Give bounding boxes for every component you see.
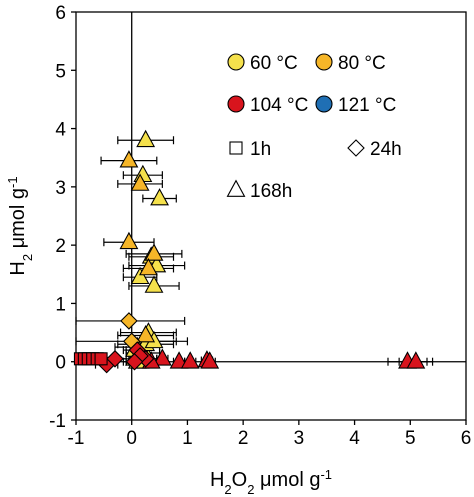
legend-label: 168h: [250, 181, 292, 202]
axis-titles: H2O2 μmol g-1H2 μmol g-1: [5, 176, 333, 496]
data-point-triangle: [180, 351, 200, 369]
data-point-triangle: [406, 351, 426, 369]
y-axis-title-part: -1: [5, 176, 20, 188]
x-axis-title: H2O2 μmol g-1: [210, 467, 332, 497]
x-tick-label: 3: [294, 428, 305, 449]
y-axis-title-part: 2: [20, 254, 35, 261]
legend-marker-circle: [315, 95, 333, 113]
x-axis-title-part: H: [210, 469, 224, 491]
data-point-triangle: [200, 351, 220, 369]
legend-marker-circle: [315, 53, 333, 71]
x-axis-title-part: 2: [247, 482, 254, 497]
legend-label: 1h: [250, 139, 271, 160]
x-tick-label: 4: [349, 428, 360, 449]
x-tick-label: -1: [68, 428, 85, 449]
x-tick-label: 6: [461, 428, 472, 449]
x-axis-title-part: 2: [224, 482, 231, 497]
data-point-square: [94, 352, 108, 366]
data-point-triangle: [139, 258, 158, 276]
y-tick-label: 0: [55, 353, 66, 374]
x-axis-title-part: -1: [320, 467, 332, 482]
data-point-triangle: [119, 231, 139, 250]
x-tick-label: 0: [126, 428, 137, 449]
x-tick-label: 5: [405, 428, 416, 449]
data-point-diamond: [120, 312, 138, 330]
data-point-triangle: [150, 188, 169, 206]
x-axis-title-part: μmol g: [254, 469, 320, 491]
x-tick-label: 2: [238, 428, 249, 449]
y-axis-title: H2 μmol g-1: [5, 176, 35, 275]
data-point-triangle: [144, 275, 164, 293]
axes: -1 0 1 2 3 4 5 6 -1 0 1 2 3 4 5 6: [49, 3, 471, 449]
data-point-triangle: [130, 266, 150, 285]
data-point-triangle: [136, 325, 156, 343]
data-point-triangle: [119, 150, 139, 168]
y-tick-label: 2: [55, 236, 66, 257]
legend-marker-circle: [227, 53, 245, 71]
legend-label: 121 °C: [338, 95, 396, 116]
x-axis-title-part: O: [232, 469, 248, 491]
y-tick-label: 5: [55, 61, 66, 82]
legend-marker-diamond: [347, 139, 365, 157]
y-axis-title-part: μmol g: [7, 188, 29, 254]
data-point-triangle: [152, 348, 172, 366]
legend: 60 °C 80 °C 104 °C 121 °C 1h 24h 168h: [226, 53, 402, 202]
y-tick-label: 1: [55, 294, 66, 315]
legend-marker-square: [229, 141, 243, 155]
x-tick-label: 1: [182, 428, 193, 449]
data-point-diamond: [106, 350, 124, 368]
data-markers: [73, 129, 426, 374]
data-point-diamond: [125, 352, 144, 371]
y-tick-label: 3: [55, 178, 66, 199]
legend-label: 104 °C: [250, 95, 308, 116]
data-point-triangle: [136, 129, 156, 148]
y-tick-label: -1: [49, 411, 66, 432]
y-axis-title-part: H: [7, 261, 29, 275]
plot-frame: [75, 11, 467, 421]
data-point-triangle: [144, 243, 164, 261]
legend-label: 24h: [370, 139, 402, 160]
legend-marker-triangle: [226, 179, 246, 197]
legend-label: 80 °C: [338, 53, 386, 74]
data-point-triangle: [130, 173, 150, 191]
error-bars: [75, 136, 434, 369]
legend-marker-circle: [227, 95, 245, 113]
legend-label: 60 °C: [250, 53, 298, 74]
y-tick-label: 4: [55, 120, 66, 141]
y-tick-label: 6: [55, 3, 66, 24]
